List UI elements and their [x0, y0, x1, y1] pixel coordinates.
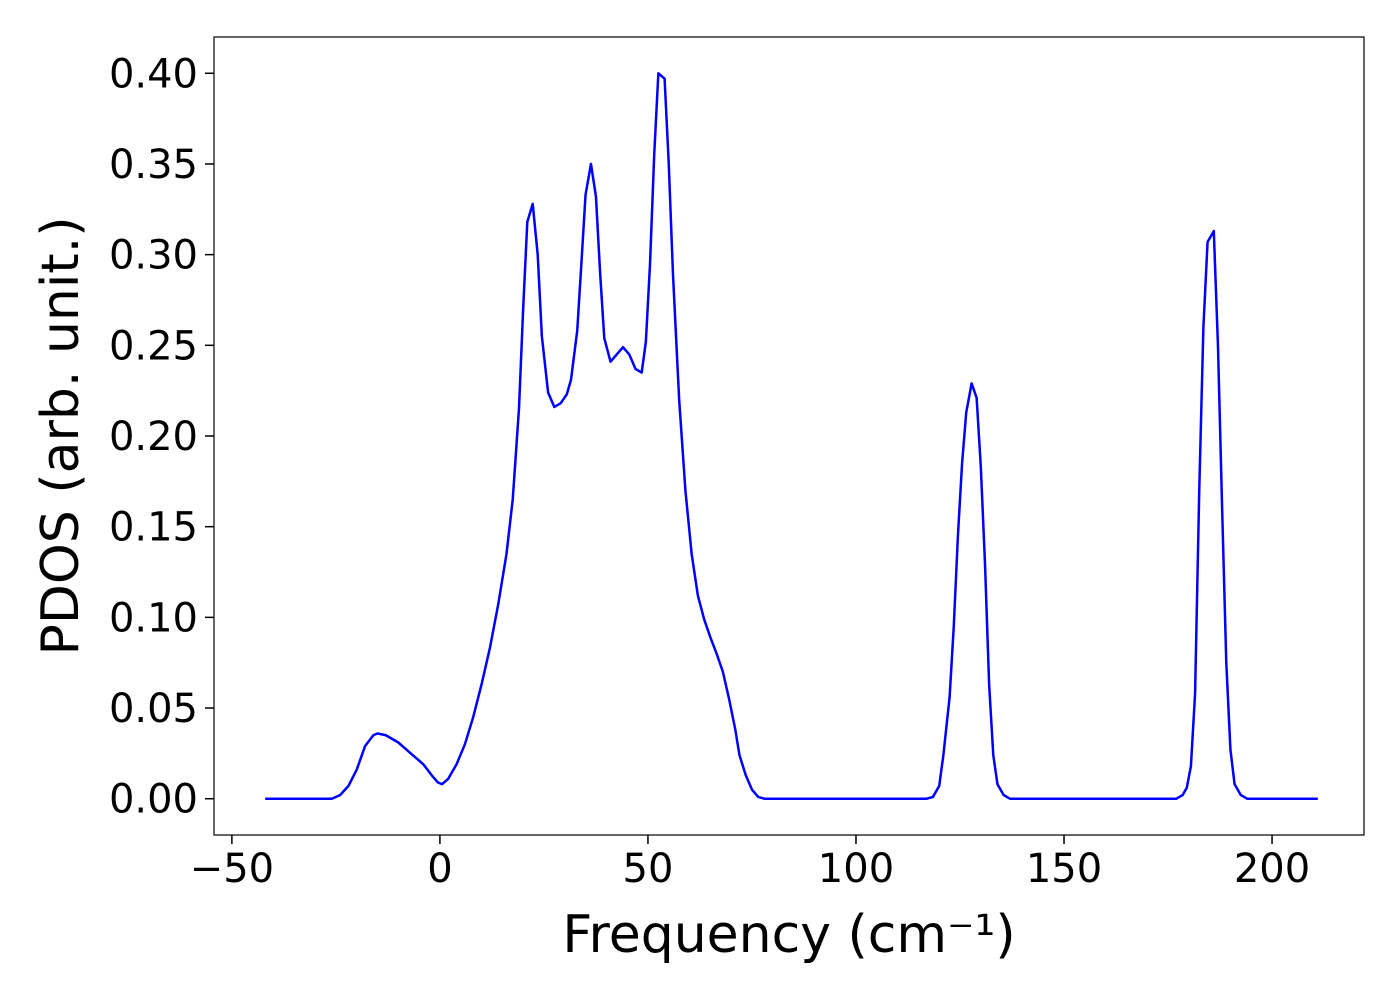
- x-tick-label: 200: [1234, 846, 1310, 892]
- x-tick-label: 50: [623, 846, 674, 892]
- y-axis-label: PDOS (arb. unit.): [31, 216, 91, 655]
- y-tick-label: 0.00: [109, 777, 198, 823]
- line-series: [265, 72, 1318, 800]
- x-tick-label: 0: [427, 846, 452, 892]
- x-tick-label: −50: [190, 846, 274, 892]
- y-tick-label: 0.35: [109, 142, 198, 188]
- y-tick-label: 0.10: [109, 595, 198, 641]
- y-tick-label: 0.05: [109, 686, 198, 732]
- y-tick-label: 0.30: [109, 233, 198, 279]
- y-tick-label: 0.40: [109, 51, 198, 97]
- x-axis-label: Frequency (cm⁻¹): [562, 905, 1015, 965]
- y-tick-label: 0.15: [109, 505, 198, 551]
- x-tick-label: 100: [818, 846, 894, 892]
- y-tick-label: 0.20: [109, 414, 198, 460]
- y-tick-label: 0.25: [109, 323, 198, 369]
- x-tick-label: 150: [1026, 846, 1102, 892]
- plot-frame: [213, 36, 1365, 836]
